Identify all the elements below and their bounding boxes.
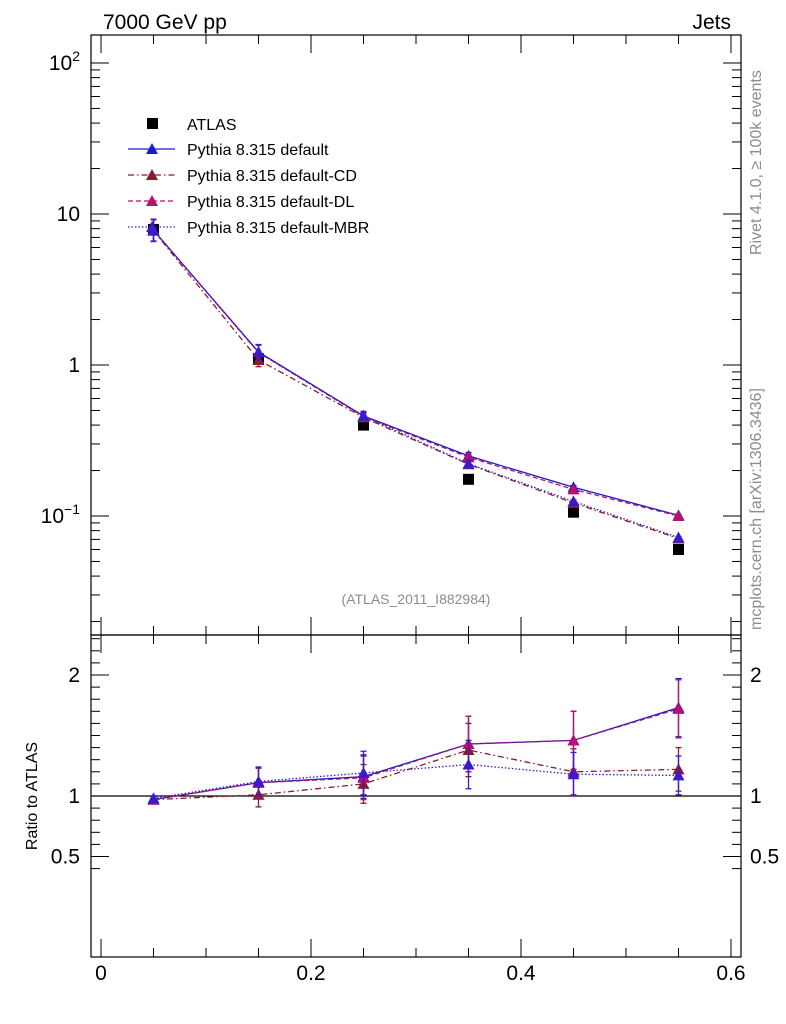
legend-default-marker — [146, 143, 158, 154]
marker-mbr — [357, 409, 370, 421]
marker-mbr — [147, 792, 160, 804]
marker-mbr — [252, 346, 265, 358]
legend-mbr-label: Pythia 8.315 default-MBR — [187, 220, 369, 237]
reference-label: (ATLAS_2011_I882984) — [342, 591, 491, 607]
data-point-atlas — [673, 543, 684, 555]
main-axis-ticks: 102 10 1 10−1 — [41, 35, 741, 635]
y-tick-label: 102 — [49, 48, 80, 75]
legend-atlas-marker — [147, 118, 158, 129]
y-tick-label-right: 0.5 — [750, 846, 779, 869]
legend-mbr-marker — [146, 221, 158, 232]
series-line-cd — [153, 749, 679, 801]
marker-mbr — [462, 758, 475, 770]
data-point-atlas — [463, 473, 474, 485]
series-line-dl — [153, 229, 679, 517]
marker-dl — [567, 734, 580, 746]
y-tick-label: 2 — [68, 664, 80, 687]
data-point-atlas — [358, 419, 369, 431]
series-line-mbr — [153, 763, 679, 800]
legend-dl-label: Pythia 8.315 default-DL — [187, 194, 354, 211]
marker-dl — [672, 702, 685, 714]
series-line-default — [153, 707, 679, 801]
series-line-mbr — [153, 229, 679, 539]
marker-mbr — [567, 495, 580, 507]
marker-mbr — [462, 457, 475, 469]
marker-mbr — [357, 767, 370, 779]
y-tick-label: 1 — [68, 354, 80, 377]
marker-mbr — [252, 775, 265, 787]
legend: ATLAS Pythia 8.315 default Pythia 8.315 … — [128, 117, 369, 237]
marker-mbr — [672, 769, 685, 781]
side-label-bottom: mcplots.cern.ch [arXiv:1306.3436] — [748, 388, 765, 630]
legend-dl-marker — [146, 195, 158, 206]
main-series — [147, 218, 685, 555]
data-point-atlas — [568, 506, 579, 518]
series-line-cd — [152, 230, 679, 540]
y-tick-label: 1 — [68, 785, 80, 808]
y-tick-label: 0.5 — [51, 846, 80, 869]
x-tick-label: 0.4 — [506, 962, 536, 985]
legend-cd-label: Pythia 8.315 default-CD — [187, 168, 357, 185]
marker-mbr — [567, 768, 580, 780]
ratio-series — [147, 677, 685, 808]
legend-atlas-label: ATLAS — [187, 117, 237, 134]
series-line-default — [153, 229, 679, 516]
y-tick-label-right: 1 — [750, 785, 762, 808]
marker-dl — [462, 451, 475, 463]
header-right: Jets — [692, 11, 731, 34]
x-tick-label: 0.2 — [296, 962, 325, 985]
legend-cd-marker — [146, 169, 158, 180]
y-tick-label: 10 — [57, 203, 80, 226]
x-tick-label: 0 — [95, 962, 107, 985]
side-label-top: Rivet 4.1.0, ≥ 100k events — [748, 70, 765, 255]
legend-default-label: Pythia 8.315 default — [187, 142, 329, 159]
series-line-dl — [153, 708, 679, 801]
y-tick-label-right: 2 — [750, 664, 762, 687]
ratio-ylabel: Ratio to ATLAS — [24, 742, 41, 850]
marker-dl — [672, 510, 685, 521]
y-tick-label: 10−1 — [41, 501, 81, 528]
header-left: 7000 GeV pp — [103, 11, 227, 34]
ratio-axis-ticks: 0 0.2 0.4 0.6 0.5 0.5 1 1 2 2 — [51, 635, 779, 985]
marker-dl — [567, 483, 580, 495]
x-tick-label: 0.6 — [716, 962, 745, 985]
marker-mbr — [672, 531, 685, 543]
